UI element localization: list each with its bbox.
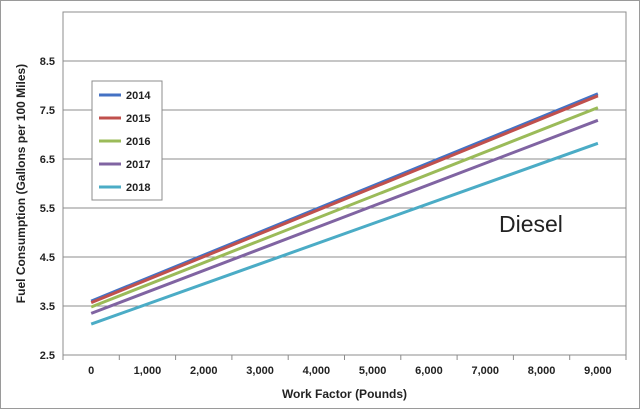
x-tick-label: 2,000 [190,365,218,377]
x-tick-label: 6,000 [415,365,443,377]
x-tick-label: 4,000 [303,365,331,377]
series-line-2017 [90,118,599,315]
y-tick-label: 5.5 [40,203,55,215]
x-tick-label: 8,000 [528,365,556,377]
x-tick-label: 9,000 [584,365,612,377]
x-axis-title: Work Factor (Pounds) [282,387,407,401]
series-line-2018 [90,141,599,326]
x-tick-label: 0 [88,365,94,377]
y-tick-label: 4.5 [40,252,55,264]
y-tick-labels: 2.5 3.5 4.5 5.5 6.5 7.5 8.5 [40,56,55,362]
legend-label-2017: 2017 [126,159,150,171]
series-line-2015 [90,94,599,304]
y-tick-label: 8.5 [40,56,55,68]
x-tick-label: 5,000 [359,365,387,377]
legend: 2014 2015 2016 2017 2018 [91,80,163,201]
legend-label-2016: 2016 [126,136,150,148]
legend-label-2014: 2014 [126,90,151,102]
y-tick-label: 2.5 [40,350,55,362]
y-tick-label: 3.5 [40,301,55,313]
y-axis-title: Fuel Consumption (Gallons per 100 Miles) [14,64,28,303]
x-tick-labels: 0 1,000 2,000 3,000 4,000 5,000 6,000 7,000 8,00… [88,365,612,377]
x-tick-label: 7,000 [471,365,499,377]
x-tick-label: 1,000 [134,365,162,377]
diesel-annotation: Diesel [499,211,563,237]
y-tick-label: 6.5 [40,154,55,166]
series-lines [90,92,599,326]
series-line-2016 [90,106,599,309]
legend-label-2015: 2015 [126,113,150,125]
legend-label-2018: 2018 [126,182,150,194]
y-tick-label: 7.5 [40,105,55,117]
x-tick-label: 3,000 [246,365,274,377]
plot-area [62,11,627,356]
